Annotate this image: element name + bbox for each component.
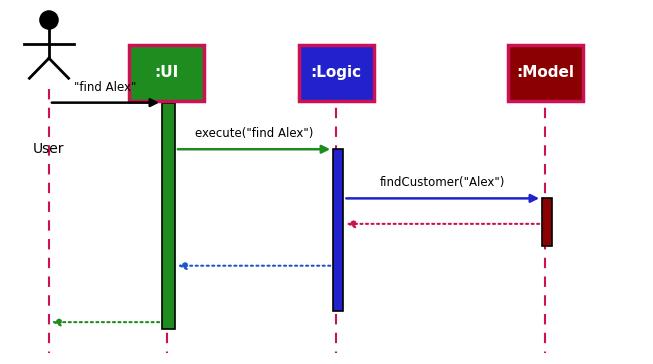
Text: :UI: :UI	[157, 104, 176, 119]
Text: :Model: :Model	[517, 65, 574, 80]
Ellipse shape	[40, 11, 58, 29]
Bar	[162, 103, 175, 329]
Text: execute("find Alex"): execute("find Alex")	[195, 127, 313, 140]
FancyBboxPatch shape	[299, 44, 374, 101]
Text: :Logic: :Logic	[316, 104, 357, 119]
Bar	[542, 198, 552, 246]
Text: "find Alex": "find Alex"	[74, 80, 136, 94]
Text: User: User	[33, 142, 65, 156]
Text: :Logic: :Logic	[311, 65, 362, 80]
Bar	[333, 149, 343, 311]
FancyBboxPatch shape	[508, 44, 583, 101]
Text: :Model: :Model	[522, 104, 569, 119]
FancyBboxPatch shape	[129, 44, 204, 101]
Text: findCustomer("Alex"): findCustomer("Alex")	[380, 176, 505, 189]
Text: :UI: :UI	[154, 65, 179, 80]
